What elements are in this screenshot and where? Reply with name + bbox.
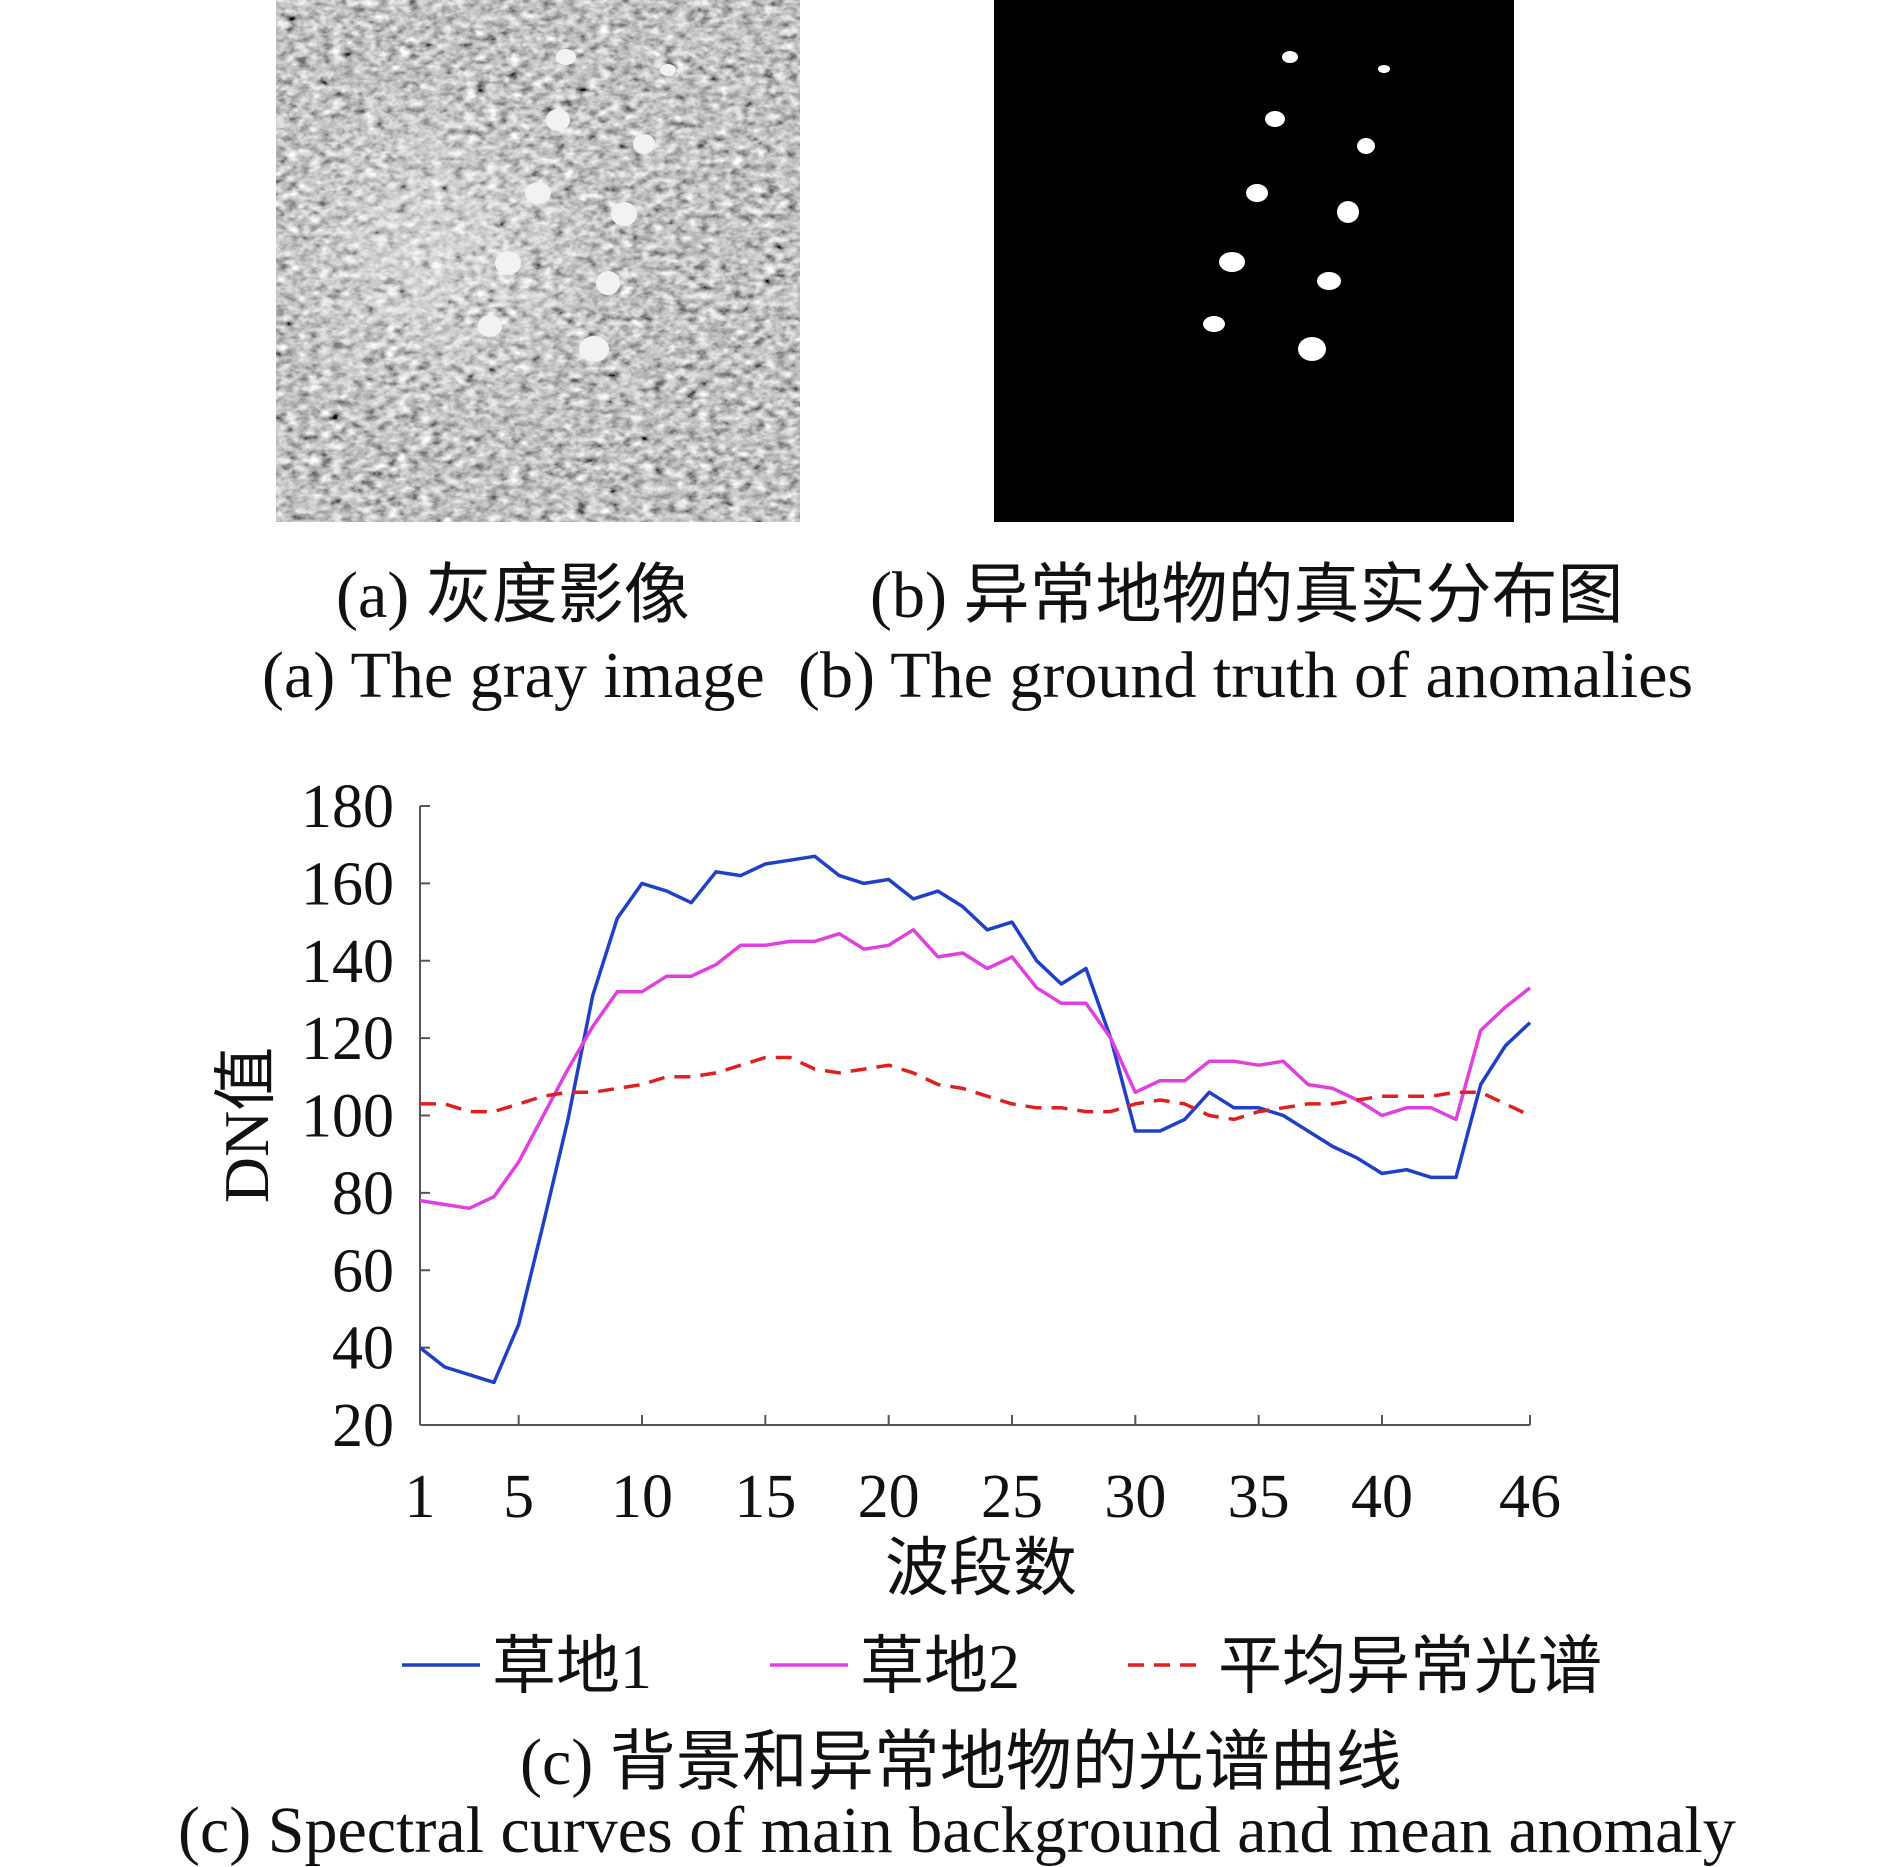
x-axis-title: 波段数 <box>885 1533 1077 1604</box>
caption-c-en: (c) Spectral curves of main background a… <box>178 1794 1736 1867</box>
caption-c-cn: (c) 背景和异常地物的光谱曲线 <box>520 1726 1402 1799</box>
series-line-3 <box>420 1055 1531 1122</box>
gray-image-texture <box>276 0 800 522</box>
caption-a-cn: (a) 灰度影像 <box>336 559 690 632</box>
y-tick-label: 160 <box>301 850 394 918</box>
y-tick-label: 120 <box>301 1005 394 1073</box>
legend-label-grass2: 草地2 <box>860 1631 1020 1702</box>
y-tick-label: 140 <box>301 928 394 996</box>
series-line-2 <box>419 928 1532 1211</box>
caption-a-en: (a) The gray image <box>262 639 765 712</box>
chart-ticks: 20 40 60 80 100 120 140 160 180 1 5 10 15 20 25 30 35 40 4… <box>301 773 1561 1531</box>
gray-image-anomalies <box>478 49 676 362</box>
y-axis-title: DN值 <box>211 1047 282 1203</box>
x-tick-label: 25 <box>981 1463 1043 1531</box>
y-tick-label: 40 <box>332 1315 394 1383</box>
x-tick-label: 10 <box>611 1463 673 1531</box>
chart-axes <box>419 806 1530 1426</box>
ground-truth-image <box>994 0 1514 522</box>
x-tick-label: 35 <box>1228 1463 1290 1531</box>
x-tick-label: 30 <box>1104 1463 1166 1531</box>
y-tick-label: 20 <box>332 1392 394 1460</box>
chart-legend: 草地1 草地2 平均异常光谱 <box>402 1631 1602 1702</box>
y-tick-label: 60 <box>332 1237 394 1305</box>
legend-label-grass1: 草地1 <box>492 1631 652 1702</box>
x-tick-label: 46 <box>1499 1463 1561 1531</box>
y-tick-label: 180 <box>301 773 394 841</box>
y-tick-label: 80 <box>332 1160 394 1228</box>
chart-series <box>418 854 1532 1385</box>
x-tick-label: 15 <box>734 1463 796 1531</box>
x-tick-label: 40 <box>1351 1463 1413 1531</box>
x-tick-label: 5 <box>503 1463 534 1531</box>
legend-label-anomaly: 平均异常光谱 <box>1218 1631 1602 1702</box>
series-line-1 <box>418 854 1532 1385</box>
y-tick-label: 100 <box>301 1083 394 1151</box>
gray-image <box>276 0 800 522</box>
caption-b-en: (b) The ground truth of anomalies <box>798 639 1694 712</box>
x-tick-label: 1 <box>405 1463 436 1531</box>
ground-truth-anomalies <box>1203 51 1390 361</box>
caption-b-cn: (b) 异常地物的真实分布图 <box>870 559 1624 632</box>
x-tick-label: 20 <box>858 1463 920 1531</box>
